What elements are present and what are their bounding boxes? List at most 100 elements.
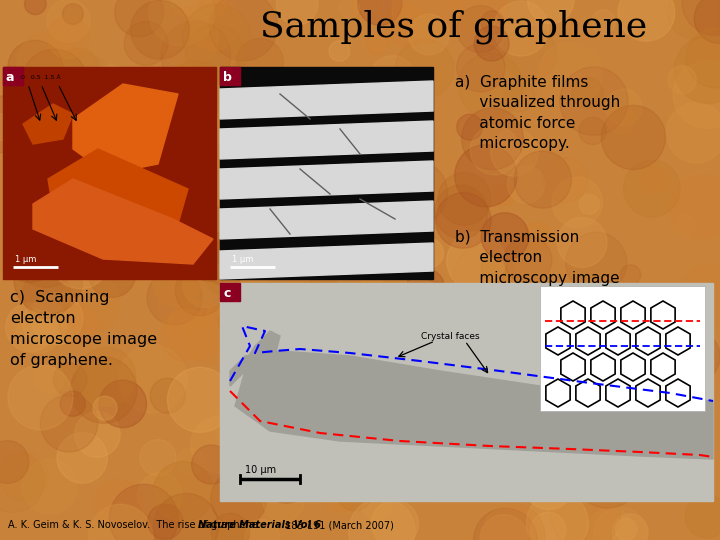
Circle shape	[8, 365, 73, 430]
Circle shape	[94, 480, 143, 529]
Circle shape	[276, 283, 339, 347]
Circle shape	[328, 250, 349, 271]
Circle shape	[183, 4, 251, 72]
Circle shape	[22, 300, 67, 345]
Text: Crystal faces: Crystal faces	[420, 332, 480, 341]
Circle shape	[274, 365, 302, 394]
Circle shape	[661, 393, 708, 440]
Circle shape	[337, 475, 372, 511]
Circle shape	[481, 255, 508, 281]
Circle shape	[109, 484, 178, 540]
Circle shape	[579, 194, 599, 214]
Circle shape	[57, 433, 107, 483]
Circle shape	[75, 411, 120, 457]
Circle shape	[673, 60, 720, 129]
Circle shape	[215, 90, 249, 124]
Circle shape	[568, 299, 622, 353]
Circle shape	[203, 0, 226, 17]
Circle shape	[436, 193, 491, 248]
Circle shape	[363, 402, 388, 428]
Circle shape	[167, 301, 226, 360]
Circle shape	[623, 410, 657, 443]
Circle shape	[510, 367, 564, 421]
Circle shape	[298, 175, 351, 227]
Circle shape	[0, 452, 48, 501]
Circle shape	[81, 106, 120, 146]
Circle shape	[41, 188, 81, 228]
Circle shape	[386, 342, 420, 377]
Circle shape	[0, 114, 14, 140]
Circle shape	[613, 514, 648, 540]
Circle shape	[47, 53, 114, 120]
Circle shape	[89, 69, 126, 106]
Circle shape	[354, 323, 400, 369]
Circle shape	[606, 89, 642, 125]
Circle shape	[616, 518, 636, 540]
Bar	[220, 67, 240, 85]
Circle shape	[526, 492, 588, 540]
Circle shape	[275, 420, 330, 475]
Circle shape	[380, 321, 410, 352]
Circle shape	[40, 195, 93, 247]
Circle shape	[577, 395, 642, 460]
Circle shape	[353, 334, 389, 370]
Circle shape	[216, 522, 248, 540]
Circle shape	[561, 451, 585, 475]
Circle shape	[534, 372, 595, 432]
Circle shape	[153, 257, 202, 307]
Circle shape	[81, 71, 103, 93]
Circle shape	[395, 446, 451, 502]
Circle shape	[230, 191, 264, 225]
Circle shape	[459, 53, 523, 118]
Circle shape	[359, 252, 407, 299]
Circle shape	[587, 508, 634, 540]
Bar	[3, 67, 23, 85]
Circle shape	[12, 114, 58, 161]
Bar	[220, 283, 713, 501]
Polygon shape	[23, 104, 73, 144]
Circle shape	[17, 310, 60, 354]
Circle shape	[141, 176, 187, 221]
Circle shape	[0, 441, 29, 483]
Circle shape	[89, 504, 153, 540]
Circle shape	[339, 0, 360, 18]
Circle shape	[310, 208, 374, 273]
Circle shape	[22, 49, 88, 116]
Circle shape	[348, 498, 415, 540]
Circle shape	[469, 378, 524, 433]
Circle shape	[580, 354, 639, 413]
Circle shape	[328, 91, 376, 140]
Circle shape	[47, 0, 90, 43]
Polygon shape	[220, 81, 433, 119]
Polygon shape	[220, 243, 433, 279]
Circle shape	[579, 117, 606, 145]
Circle shape	[535, 438, 572, 475]
Circle shape	[186, 309, 242, 365]
Circle shape	[95, 65, 125, 96]
Circle shape	[357, 256, 386, 286]
Circle shape	[538, 42, 603, 107]
Circle shape	[358, 0, 402, 25]
Circle shape	[305, 71, 366, 133]
Circle shape	[434, 185, 488, 239]
Circle shape	[504, 236, 552, 284]
Circle shape	[71, 357, 137, 423]
Circle shape	[395, 403, 449, 457]
Circle shape	[163, 94, 202, 133]
Circle shape	[355, 363, 396, 404]
Circle shape	[481, 213, 528, 260]
Circle shape	[586, 348, 654, 416]
Circle shape	[175, 265, 225, 316]
Circle shape	[47, 16, 89, 59]
Circle shape	[482, 504, 545, 540]
Circle shape	[38, 131, 66, 159]
Circle shape	[215, 231, 256, 272]
Circle shape	[253, 157, 294, 198]
Circle shape	[14, 246, 83, 314]
Circle shape	[414, 238, 444, 268]
Circle shape	[667, 330, 720, 383]
Circle shape	[272, 358, 336, 422]
Circle shape	[144, 130, 168, 153]
Circle shape	[287, 171, 341, 225]
Circle shape	[274, 133, 295, 155]
